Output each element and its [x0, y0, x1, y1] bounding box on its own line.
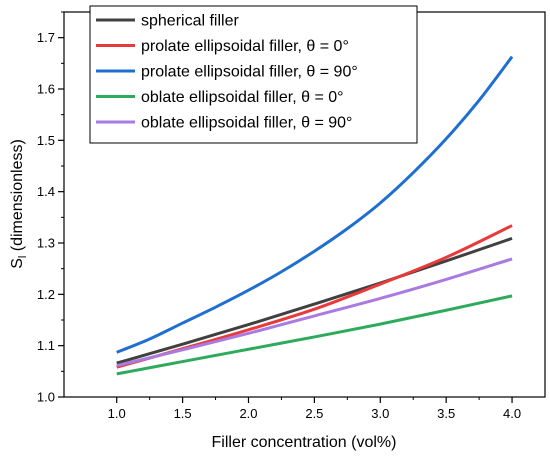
x-tick-label-5: 3.5	[437, 406, 455, 421]
series-line-3	[116, 294, 513, 376]
y-tick-label-6: 1.6	[37, 82, 55, 97]
y-tick-label-0: 1.0	[37, 390, 55, 405]
y-tick-label-3: 1.3	[37, 236, 55, 251]
x-tick-label-3: 2.5	[305, 406, 323, 421]
y-axis-title-rest: (dimensionless)	[9, 139, 26, 255]
x-axis-title: Filler concentration (vol%)	[212, 434, 397, 451]
y-tick-label-4: 1.4	[37, 184, 55, 199]
x-tick-label-4: 3.0	[371, 406, 389, 421]
x-tick-label-0: 1.0	[108, 406, 126, 421]
x-tick-label-2: 2.0	[239, 406, 257, 421]
y-axis-title-main: S	[9, 258, 26, 269]
y-tick-label-1: 1.1	[37, 338, 55, 353]
series-line-0	[116, 236, 513, 365]
legend-label-0: spherical filler	[141, 13, 239, 30]
legend-box	[89, 5, 418, 144]
series-lines	[116, 55, 514, 376]
legend-label-4: oblate ellipsoidal filler, θ = 90°	[141, 115, 352, 132]
series-line-4	[116, 257, 513, 368]
x-tick-label-1: 1.5	[174, 406, 192, 421]
x-tick-label-6: 4.0	[503, 406, 521, 421]
y-tick-label-7: 1.7	[37, 30, 55, 45]
y-axis-title: Sl (dimensionless)	[9, 139, 29, 269]
legend-label-2: prolate ellipsoidal filler, θ = 90°	[141, 64, 358, 81]
axis-ticks: 1.0 1.5 2.0 2.5 3.0 3.5 4.0 1.0 1.1 1.2 1.3 1.4 1.5 1…	[37, 11, 521, 421]
y-tick-label-5: 1.5	[37, 133, 55, 148]
y-tick-label-2: 1.2	[37, 287, 55, 302]
series-line-2	[116, 55, 514, 354]
legend-label-1: prolate ellipsoidal filler, θ = 0°	[141, 38, 349, 55]
legend: spherical filler prolate ellipsoidal fill…	[89, 5, 418, 144]
y-axis-title-subscript: l	[17, 256, 29, 258]
legend-label-3: oblate ellipsoidal filler, θ = 0°	[141, 89, 344, 106]
